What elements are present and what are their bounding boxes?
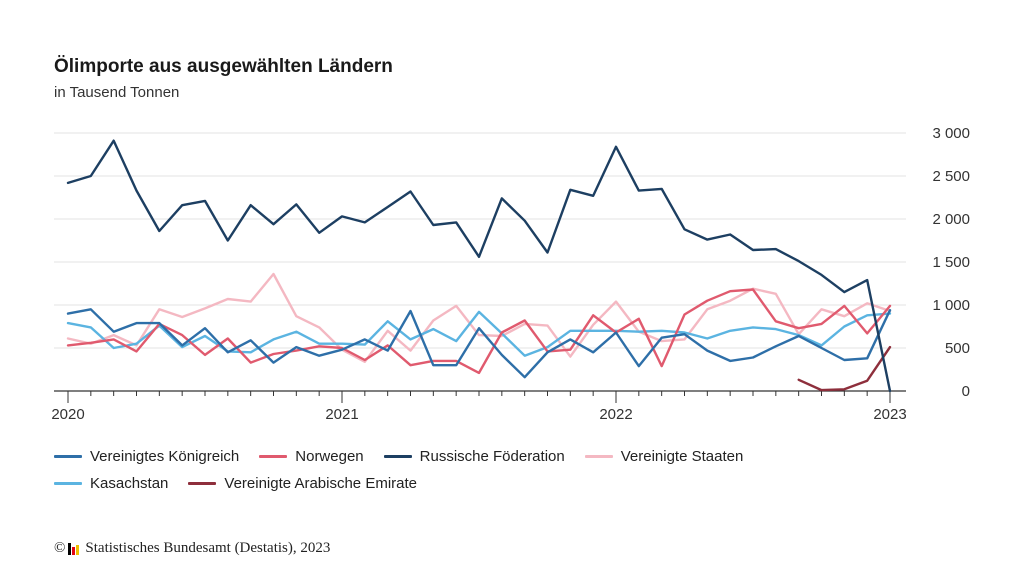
x-tick-label: 2023 bbox=[873, 406, 906, 423]
legend-label: Vereinigte Arabische Emirate bbox=[224, 475, 417, 492]
series-line-3 bbox=[66, 272, 892, 363]
legend-label: Kasachstan bbox=[90, 475, 169, 492]
chart-legend: Vereinigtes Königreich Norwegen Russisch… bbox=[54, 443, 954, 497]
logo-bar bbox=[72, 546, 76, 555]
legend-label: Norwegen bbox=[295, 448, 364, 465]
legend-item-kasachstan[interactable]: Kasachstan bbox=[54, 475, 168, 492]
source-text: Statistisches Bundesamt (Destatis), 2023 bbox=[85, 540, 331, 556]
legend-swatch bbox=[383, 455, 412, 458]
source-line: © Statistisches Bundesamt (Destatis), 20… bbox=[54, 540, 330, 557]
logo-bar bbox=[76, 544, 80, 555]
legend-item-vereinigtes-koenigreich[interactable]: Vereinigtes Königreich bbox=[54, 448, 239, 465]
legend-swatch bbox=[54, 482, 82, 485]
chart-title: Ölimporte aus ausgewählten Ländern bbox=[54, 56, 393, 77]
destatis-logo-icon bbox=[68, 542, 80, 555]
copyright-symbol: © bbox=[54, 540, 66, 556]
legend-item-vereinigte-arabische-emirate[interactable]: Vereinigte Arabische Emirate bbox=[188, 475, 417, 492]
logo-bar bbox=[68, 542, 72, 555]
y-tick-label: 2 500 bbox=[932, 168, 970, 185]
legend-item-vereinigte-staaten[interactable]: Vereinigte Staaten bbox=[584, 448, 744, 465]
series-line-2 bbox=[66, 139, 892, 393]
y-tick-label: 1 500 bbox=[932, 254, 970, 271]
legend-swatch bbox=[188, 482, 217, 485]
legend-label: Vereinigte Staaten bbox=[620, 448, 744, 465]
series-line-0 bbox=[66, 308, 892, 379]
y-tick-label: 0 bbox=[962, 383, 970, 400]
legend-row: Vereinigtes Königreich Norwegen Russisch… bbox=[54, 443, 954, 470]
series-line-4 bbox=[66, 310, 892, 357]
x-tick-label: 2021 bbox=[325, 406, 358, 423]
legend-swatch bbox=[54, 455, 82, 458]
x-tick-label: 2020 bbox=[51, 406, 84, 423]
chart-subtitle: in Tausend Tonnen bbox=[54, 84, 180, 101]
legend-swatch bbox=[584, 455, 613, 458]
legend-item-russische-foederation[interactable]: Russische Föderation bbox=[383, 448, 565, 465]
y-tick-label: 500 bbox=[945, 340, 970, 357]
y-tick-label: 3 000 bbox=[932, 125, 970, 142]
legend-item-norwegen[interactable]: Norwegen bbox=[259, 448, 364, 465]
legend-label: Vereinigtes Königreich bbox=[90, 448, 240, 465]
x-tick-label: 2022 bbox=[599, 406, 632, 423]
series-line-5 bbox=[797, 345, 892, 392]
y-tick-label: 1 000 bbox=[932, 297, 970, 314]
legend-label: Russische Föderation bbox=[419, 448, 565, 465]
legend-row: Kasachstan Vereinigte Arabische Emirate bbox=[54, 470, 954, 497]
series-line-1 bbox=[66, 288, 892, 375]
y-tick-label: 2 000 bbox=[932, 211, 970, 228]
legend-swatch bbox=[259, 455, 288, 458]
